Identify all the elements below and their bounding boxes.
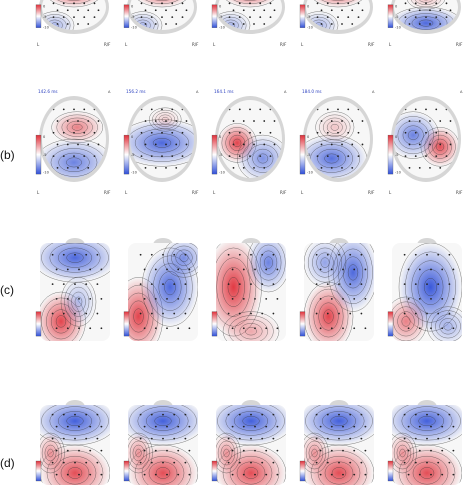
corner-right-label: R/F bbox=[368, 42, 375, 47]
corner-right-label: R/F bbox=[104, 190, 111, 195]
corner-mark: A bbox=[108, 90, 111, 94]
corner-left-label: L bbox=[213, 190, 216, 195]
color-scale-bar bbox=[124, 461, 129, 481]
topomap-row-c-3 bbox=[210, 233, 292, 351]
color-scale-bar bbox=[124, 312, 129, 337]
corner-left-label: L bbox=[125, 190, 128, 195]
scale-tick-label: -5 bbox=[307, 15, 311, 19]
corner-left-label: L bbox=[213, 42, 216, 47]
scale-tick-label: -5 bbox=[219, 153, 223, 157]
corner-left-label: L bbox=[37, 42, 40, 47]
scale-tick-label: -10 bbox=[43, 26, 50, 30]
row-label-d: (d) bbox=[0, 456, 15, 470]
topomap-row-d-2 bbox=[122, 395, 204, 495]
corner-mark: A bbox=[196, 90, 199, 94]
topomap-row-d-5 bbox=[386, 395, 468, 495]
color-scale-bar bbox=[300, 312, 305, 337]
scale-tick-label: -5 bbox=[131, 15, 135, 19]
scale-tick-label: -10 bbox=[131, 171, 138, 175]
row-label-b: (b) bbox=[0, 148, 15, 162]
corner-left-label: L bbox=[37, 190, 40, 195]
corner-left-label: L bbox=[301, 42, 304, 47]
corner-left-label: L bbox=[301, 190, 304, 195]
scale-tick-label: -10 bbox=[131, 26, 138, 30]
scale-tick-label: -10 bbox=[307, 171, 314, 175]
time-label: 142.6 ms bbox=[38, 89, 58, 94]
topomap-row-c-4 bbox=[298, 233, 380, 351]
corner-mark: A bbox=[460, 90, 463, 94]
scale-tick-label: -5 bbox=[43, 153, 47, 157]
corner-left-label: L bbox=[389, 42, 392, 47]
corner-right-label: R/F bbox=[280, 190, 287, 195]
time-label: 156.2 ms bbox=[126, 89, 146, 94]
color-scale-bar bbox=[36, 312, 41, 337]
time-label: 184.0 ms bbox=[302, 89, 322, 94]
scale-tick-label: -10 bbox=[395, 26, 402, 30]
corner-right-label: R/F bbox=[192, 42, 199, 47]
topomap-row-d-4 bbox=[298, 395, 380, 495]
scale-tick-label: -10 bbox=[43, 171, 50, 175]
scale-tick-label: -10 bbox=[307, 26, 314, 30]
scale-tick-label: -5 bbox=[43, 15, 47, 19]
color-scale-bar bbox=[36, 461, 41, 481]
scale-tick-label: -5 bbox=[395, 153, 399, 157]
topomap-row-d-3 bbox=[210, 395, 292, 495]
scale-tick-label: -10 bbox=[395, 171, 402, 175]
scale-tick-label: -10 bbox=[219, 26, 226, 30]
scale-tick-label: -10 bbox=[219, 171, 226, 175]
corner-left-label: L bbox=[125, 42, 128, 47]
color-scale-bar bbox=[212, 461, 217, 481]
corner-right-label: R/F bbox=[368, 190, 375, 195]
corner-mark: A bbox=[284, 90, 287, 94]
color-scale-bar bbox=[388, 461, 393, 481]
scale-tick-label: -5 bbox=[131, 153, 135, 157]
corner-mark: A bbox=[372, 90, 375, 94]
color-scale-bar bbox=[212, 312, 217, 337]
corner-right-label: R/F bbox=[456, 190, 463, 195]
corner-right-label: R/F bbox=[456, 42, 463, 47]
corner-right-label: R/F bbox=[280, 42, 287, 47]
scale-tick-label: -5 bbox=[307, 153, 311, 157]
color-scale-bar bbox=[300, 461, 305, 481]
corner-right-label: R/F bbox=[192, 190, 199, 195]
corner-right-label: R/F bbox=[104, 42, 111, 47]
time-label: 164.1 ms bbox=[214, 89, 234, 94]
row-label-c: (c) bbox=[0, 283, 14, 297]
topomap-row-c-1 bbox=[34, 233, 116, 351]
color-scale-bar bbox=[388, 312, 393, 337]
scale-tick-label: -5 bbox=[219, 15, 223, 19]
topomap-row-c-5 bbox=[386, 233, 468, 351]
corner-left-label: L bbox=[389, 190, 392, 195]
topomap-row-c-2 bbox=[122, 233, 204, 351]
scale-tick-label: -5 bbox=[395, 15, 399, 19]
topomap-row-d-1 bbox=[34, 395, 116, 495]
